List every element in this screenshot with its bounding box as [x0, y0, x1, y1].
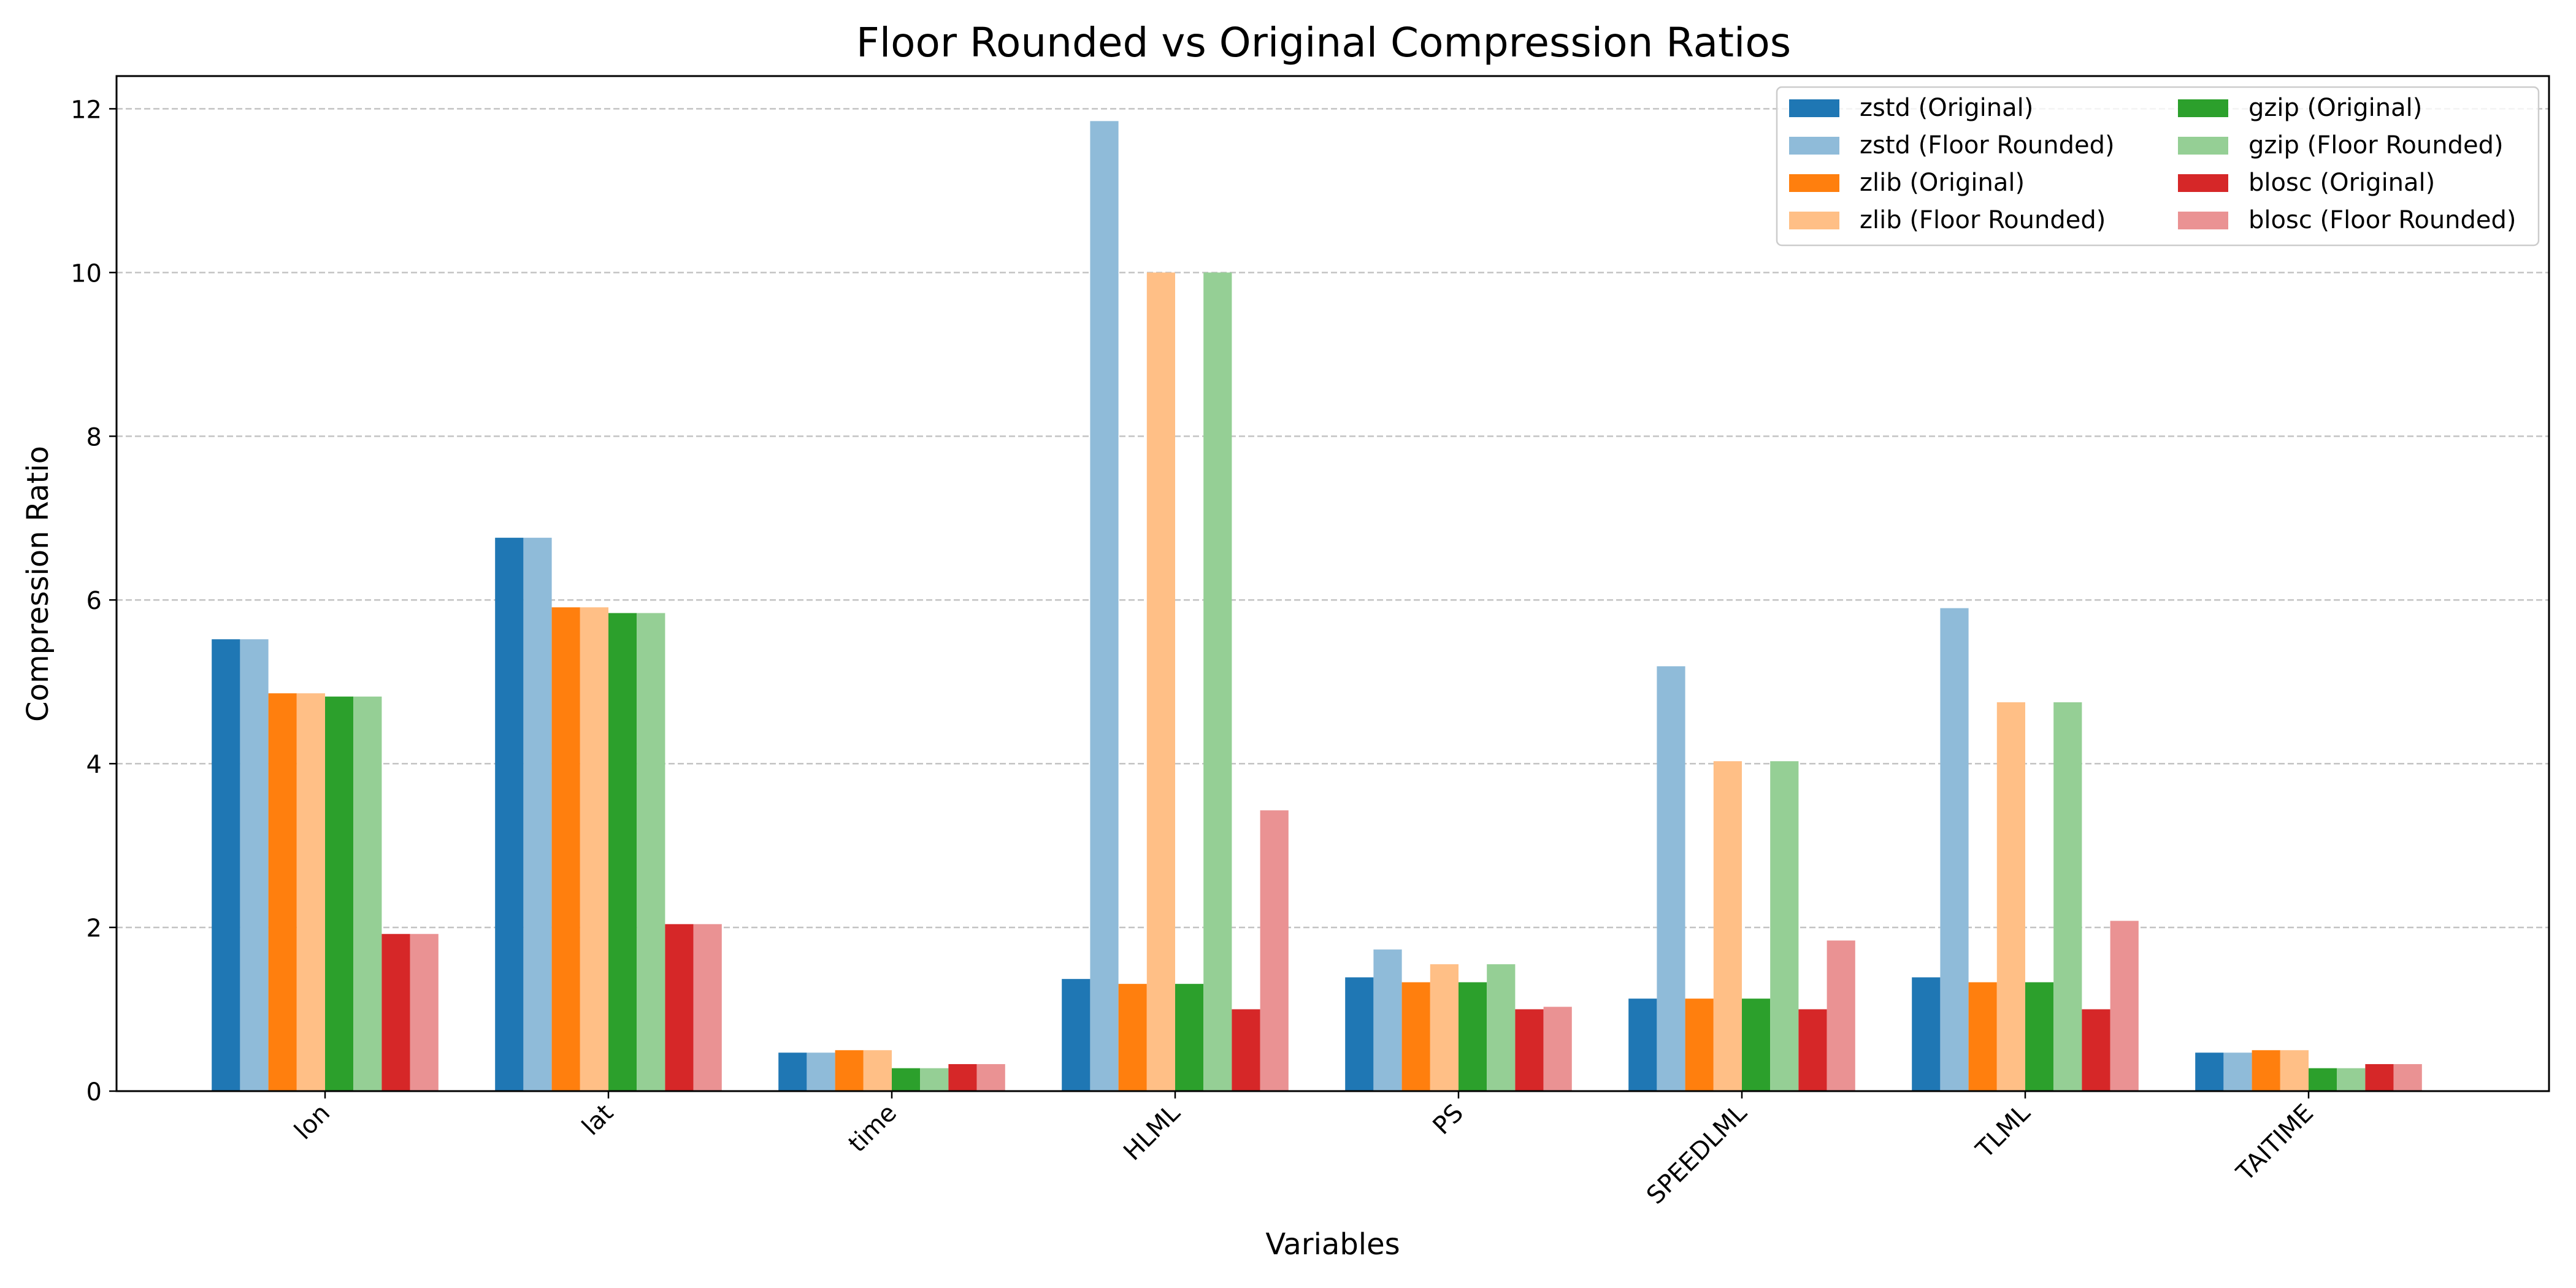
bar-TLML-6: [2082, 1009, 2110, 1091]
legend-swatch: [2178, 137, 2228, 155]
y-axis-label: Compression Ratio: [21, 446, 55, 722]
y-tick-label: 12: [71, 96, 102, 124]
y-axis: 0 2 4 6 8 10 12: [71, 96, 117, 1106]
bar-SPEEDLML-2: [1685, 999, 1714, 1091]
bar-TAITIME-5: [2337, 1068, 2366, 1091]
bar-time-1: [807, 1052, 835, 1091]
plot-area-frame: [115, 75, 2550, 1092]
y-tick-label: 10: [71, 259, 102, 288]
bar-TLML-5: [2053, 702, 2082, 1091]
bar-TLML-2: [1968, 982, 1997, 1091]
legend-entry: zlib (Floor Rounded): [1860, 206, 2106, 234]
bar-lon-4: [325, 696, 354, 1091]
bar-time-2: [835, 1050, 864, 1091]
bar-lon-6: [381, 933, 410, 1091]
bar-TAITIME-0: [2195, 1052, 2224, 1091]
bar-time-6: [948, 1064, 977, 1091]
bar-SPEEDLML-1: [1657, 666, 1685, 1091]
bar-HLML-6: [1232, 1009, 1260, 1091]
bar-HLML-1: [1090, 121, 1119, 1092]
bar-HLML-0: [1062, 979, 1091, 1091]
bar-lon-7: [410, 933, 439, 1091]
legend-swatch: [2178, 99, 2228, 117]
bar-TLML-1: [1940, 608, 1969, 1091]
bar-SPEEDLML-3: [1713, 761, 1742, 1091]
bar-lat-3: [580, 607, 608, 1091]
bar-lon-5: [353, 696, 382, 1091]
bar-PS-6: [1515, 1009, 1544, 1091]
bar-time-3: [863, 1050, 892, 1091]
bar-time-4: [892, 1068, 921, 1091]
legend-entry: zstd (Floor Rounded): [1860, 131, 2115, 159]
bar-TLML-3: [1996, 702, 2025, 1091]
bar-SPEEDLML-4: [1742, 999, 1771, 1091]
bar-lat-1: [523, 537, 552, 1091]
bar-lat-5: [637, 613, 665, 1091]
bar-lat-2: [551, 607, 580, 1091]
bar-lon-1: [240, 639, 269, 1091]
bar-TLML-7: [2110, 921, 2139, 1091]
legend-swatch: [1789, 137, 1839, 155]
bar-lat-6: [665, 924, 694, 1091]
bar-PS-1: [1373, 949, 1402, 1091]
bar-SPEEDLML-5: [1770, 761, 1799, 1091]
bar-HLML-5: [1203, 272, 1232, 1092]
bar-lat-7: [693, 924, 722, 1091]
bar-PS-7: [1543, 1006, 1572, 1091]
bar-PS-0: [1345, 977, 1374, 1091]
bar-PS-2: [1401, 982, 1430, 1091]
bar-PS-3: [1430, 964, 1459, 1091]
legend-entry: blosc (Floor Rounded): [2248, 206, 2517, 234]
bar-lat-4: [608, 613, 637, 1091]
y-tick-label: 6: [86, 587, 102, 615]
bar-TLML-4: [2025, 982, 2054, 1091]
legend-swatch: [1789, 212, 1839, 229]
bar-lon-3: [296, 693, 325, 1091]
bar-HLML-2: [1118, 984, 1147, 1091]
legend-entry: zstd (Original): [1860, 94, 2033, 122]
y-tick-label: 0: [86, 1078, 102, 1106]
bar-time-0: [778, 1052, 807, 1091]
y-tick-label: 2: [86, 914, 102, 943]
bar-HLML-3: [1146, 272, 1175, 1092]
bars: [212, 121, 2422, 1092]
bar-TAITIME-6: [2365, 1064, 2394, 1091]
legend-swatch: [1789, 99, 1839, 117]
bar-lat-0: [495, 537, 524, 1091]
legend-swatch: [1789, 174, 1839, 192]
legend-entry: blosc (Original): [2248, 169, 2435, 197]
bar-PS-4: [1459, 982, 1487, 1091]
bar-SPEEDLML-6: [1798, 1009, 1827, 1091]
bar-SPEEDLML-7: [1827, 940, 1855, 1091]
bar-TAITIME-7: [2393, 1064, 2422, 1091]
bar-time-7: [976, 1064, 1005, 1091]
bar-TLML-0: [1912, 977, 1941, 1091]
legend: zstd (Original) zstd (Floor Rounded) zlib …: [1776, 86, 2540, 247]
y-tick-label: 8: [86, 423, 102, 451]
legend-box: [1776, 86, 2540, 247]
legend-entry: gzip (Floor Rounded): [2248, 131, 2504, 159]
legend-swatch: [2178, 212, 2228, 229]
bar-TAITIME-3: [2280, 1050, 2309, 1091]
bar-PS-5: [1487, 964, 1516, 1091]
bar-HLML-4: [1175, 984, 1204, 1091]
bar-TAITIME-1: [2223, 1052, 2252, 1091]
bar-lon-0: [212, 639, 240, 1091]
bar-lon-2: [268, 693, 297, 1091]
x-axis-label: Variables: [1265, 1227, 1400, 1262]
bar-TAITIME-4: [2309, 1068, 2337, 1091]
legend-entry: gzip (Original): [2248, 94, 2422, 122]
legend-swatch: [2178, 174, 2228, 192]
bar-time-5: [920, 1068, 949, 1091]
bar-TAITIME-2: [2252, 1050, 2280, 1091]
legend-entry: zlib (Original): [1860, 169, 2025, 197]
bar-SPEEDLML-0: [1628, 999, 1657, 1091]
bar-HLML-7: [1260, 810, 1289, 1091]
chart-title: Floor Rounded vs Original Compression Ra…: [856, 19, 1791, 66]
y-tick-label: 4: [86, 751, 102, 779]
